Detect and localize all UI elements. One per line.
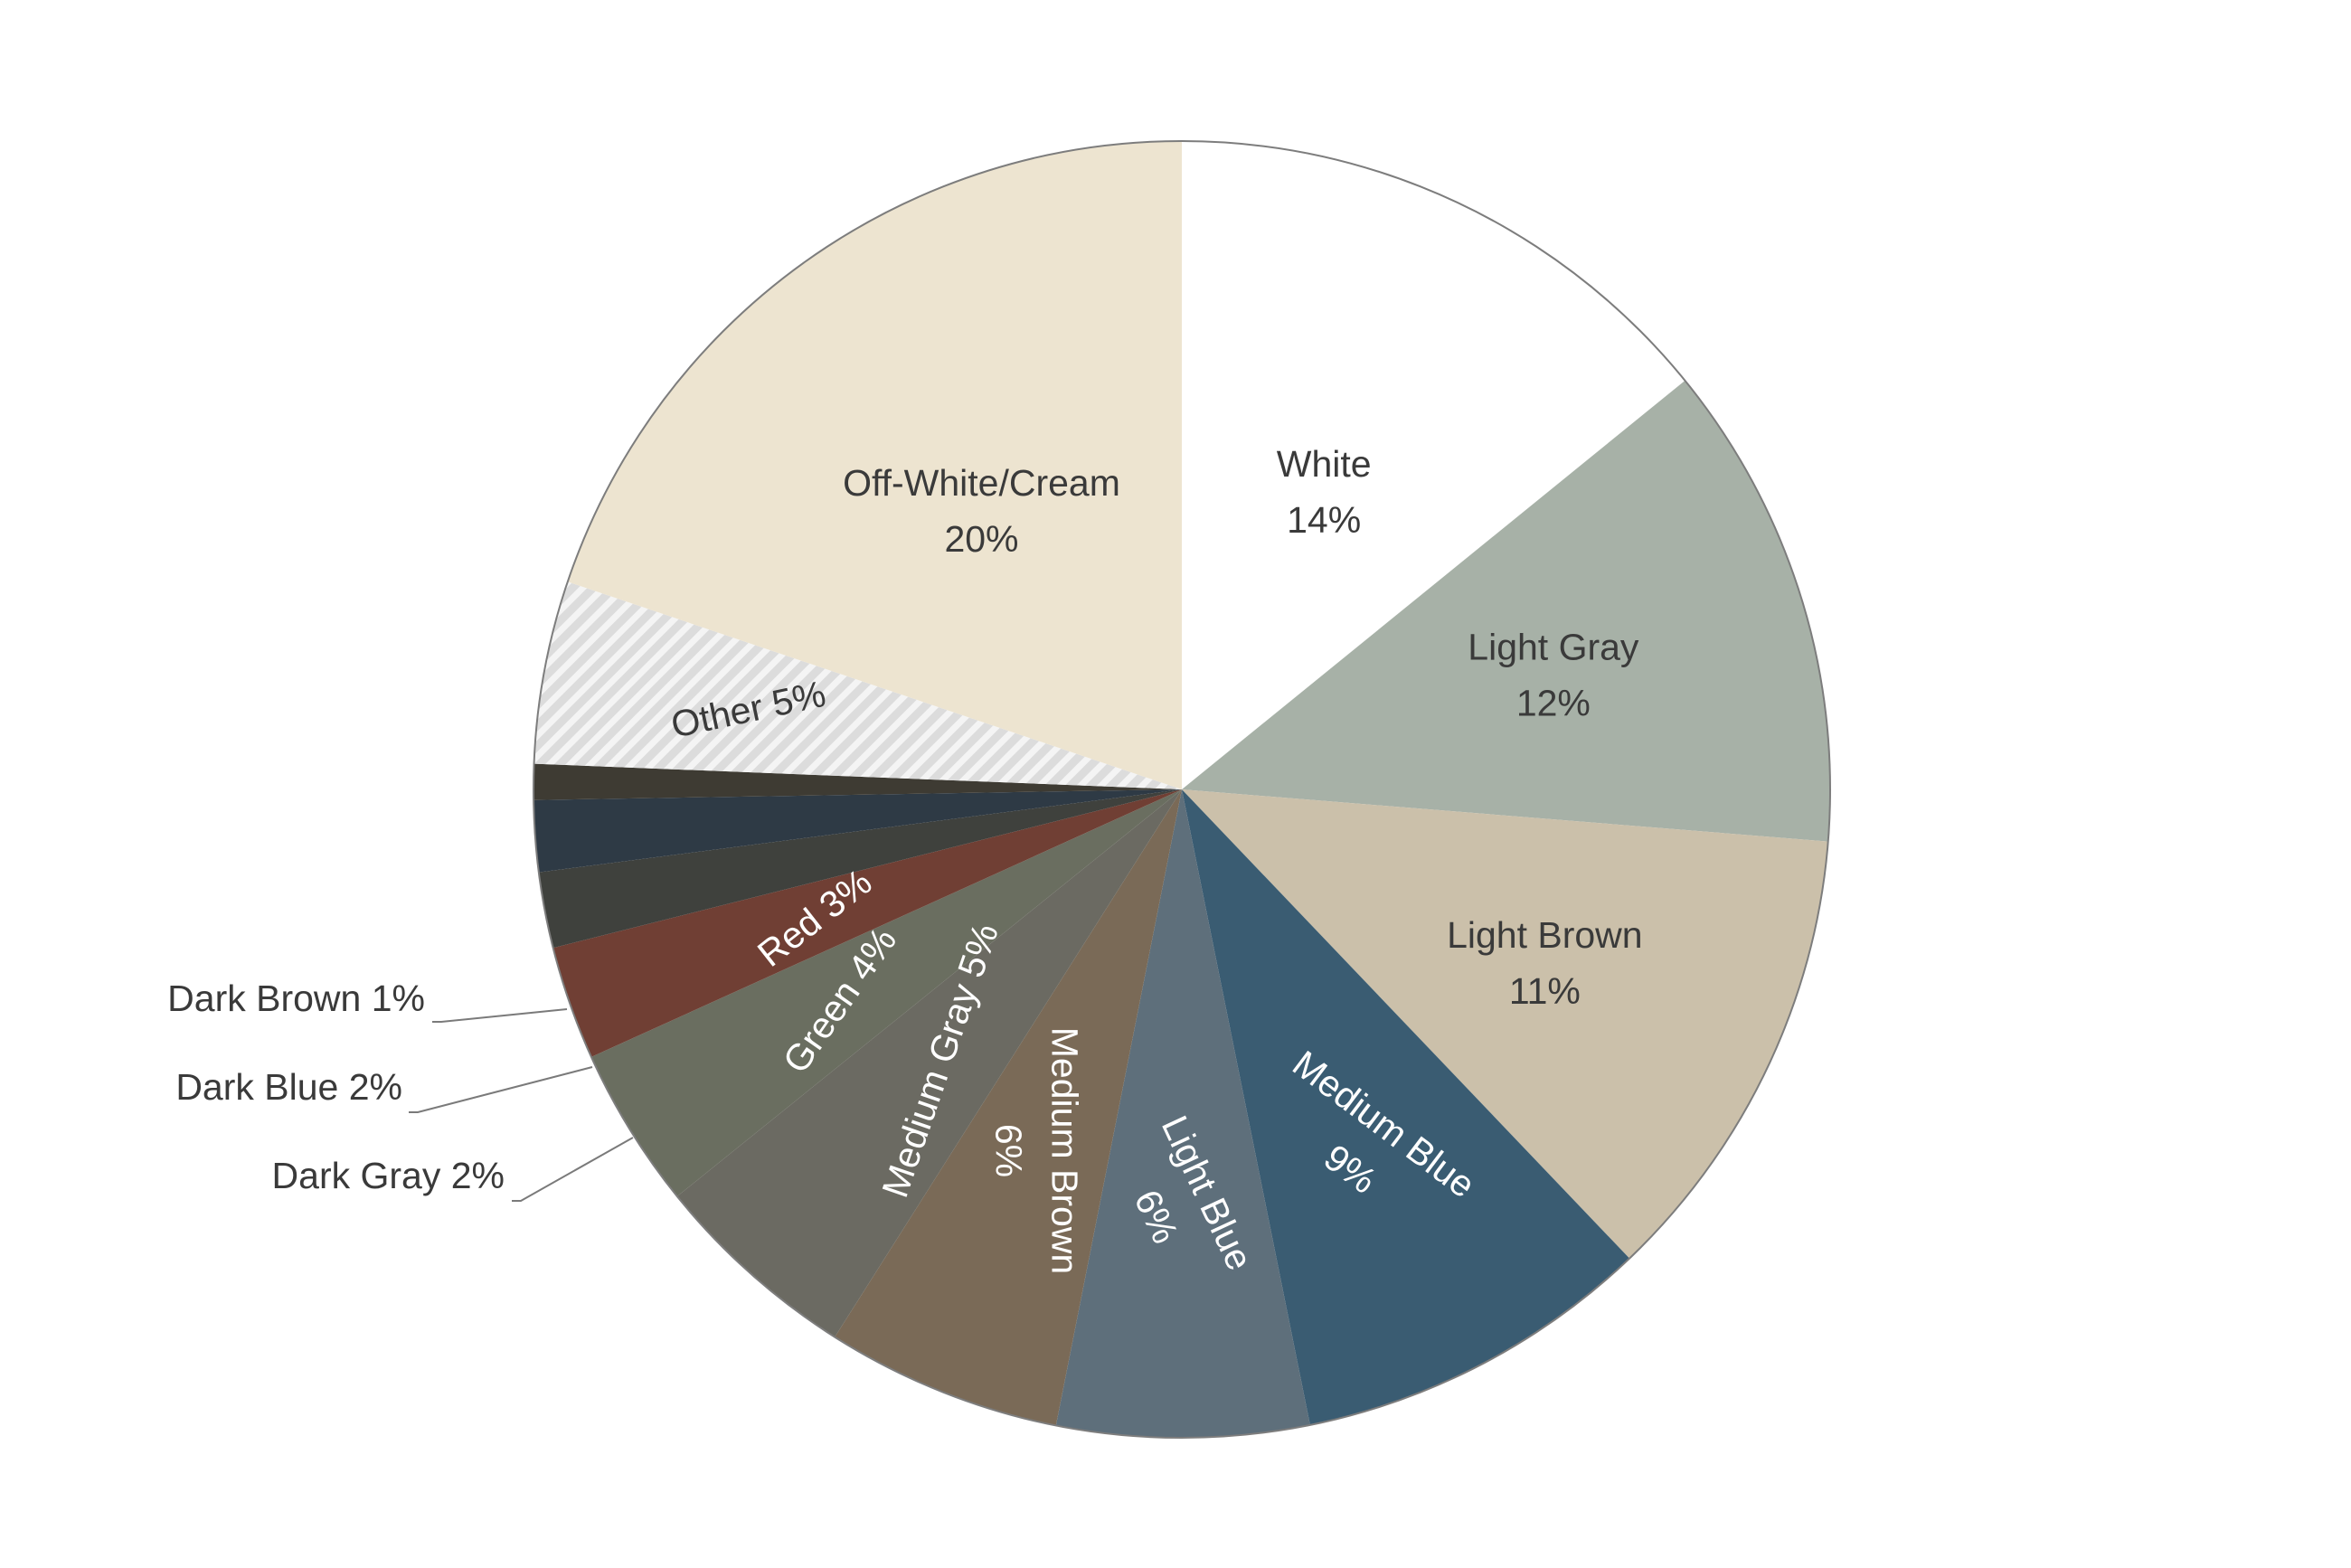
slice-label-name-white: White (1277, 443, 1372, 485)
slice-light-brown (1182, 789, 1828, 1259)
leader-lines (409, 1008, 634, 1202)
slice-label-name-off-white-cream: Off-White/Cream (843, 462, 1120, 504)
pie-slices (533, 140, 1831, 1439)
slice-label-name-light-gray: Light Gray (1468, 626, 1639, 667)
slice-label-medium-brown: Medium Brown 6% (987, 1027, 1085, 1274)
slice-red (552, 789, 1182, 1057)
slice-label-dark-brown: Dark Brown 1% (167, 978, 425, 1019)
leader-line-dark-blue (409, 1066, 593, 1113)
slice-medium-gray (676, 789, 1182, 1337)
leader-line-dark-gray (512, 1137, 634, 1202)
slice-green (590, 789, 1182, 1197)
slice-other (533, 581, 1182, 789)
slice-label-light-gray: Light Gray 12% (1468, 626, 1639, 723)
pie-outline (533, 140, 1831, 1439)
slice-label-pct-medium-brown: 6% (987, 1124, 1029, 1177)
slice-light-gray (1182, 380, 1830, 842)
slice-label-name-medium-brown: Medium Brown (1043, 1027, 1085, 1274)
leader-line-dark-brown (432, 1008, 568, 1023)
slice-label-dark-blue: Dark Blue 2% (175, 1066, 402, 1108)
slice-label-name-light-brown: Light Brown (1447, 914, 1643, 956)
slice-dark-brown (533, 763, 1182, 800)
slice-label-off-white-cream: Off-White/Cream 20% (843, 462, 1120, 560)
slice-white (1182, 141, 1685, 789)
slice-label-dark-gray: Dark Gray 2% (272, 1155, 505, 1196)
slice-dark-blue (533, 789, 1182, 873)
slice-medium-brown (835, 789, 1182, 1426)
slice-label-white: White 14% (1277, 443, 1372, 541)
slice-medium-blue (1182, 789, 1630, 1425)
slice-dark-gray (538, 789, 1182, 949)
slice-light-blue (1055, 789, 1310, 1438)
slice-label-pct-off-white-cream: 20% (944, 518, 1018, 560)
slice-label-pct-light-brown: 11% (1509, 970, 1581, 1012)
slice-label-pct-light-gray: 12% (1516, 682, 1591, 723)
slice-off-white-cream (567, 141, 1182, 789)
slice-label-pct-white: 14% (1287, 499, 1361, 541)
slice-label-light-brown: Light Brown 11% (1447, 914, 1643, 1012)
